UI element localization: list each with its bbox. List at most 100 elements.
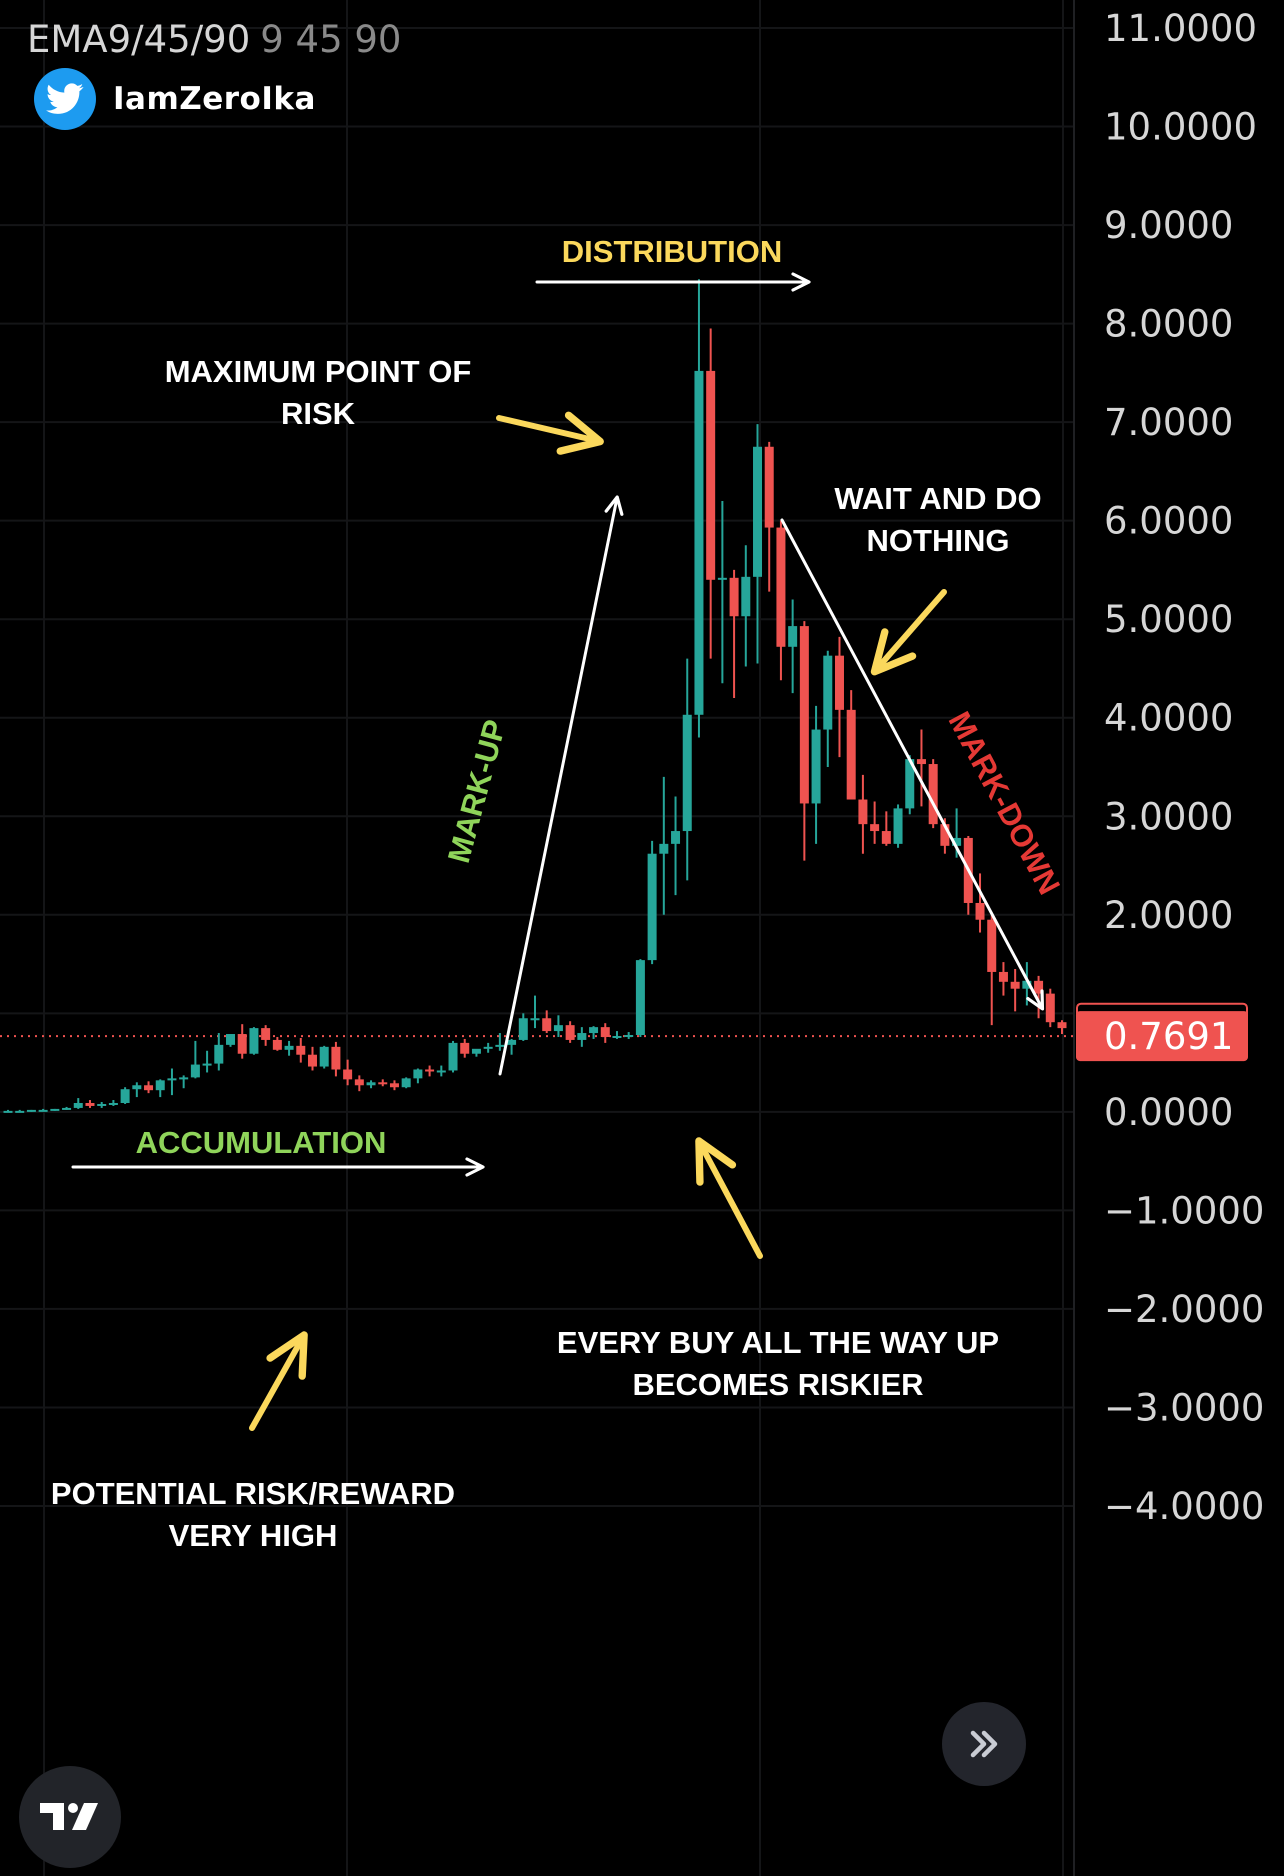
price-badge-bg: [1076, 1011, 1248, 1062]
candle-body: [1045, 993, 1055, 1023]
candle: [706, 328, 716, 659]
candle: [144, 1081, 154, 1094]
wait-arrow: [870, 589, 947, 676]
candle-body: [671, 831, 681, 844]
candle-body: [893, 808, 903, 844]
indicator-legend[interactable]: EMA9/45/90 9 45 90: [27, 18, 401, 61]
candle-body: [448, 1042, 458, 1071]
candle: [343, 1059, 353, 1086]
candle-body: [425, 1069, 435, 1072]
y-tick-label: 6.0000: [1104, 500, 1233, 543]
candle-body: [518, 1018, 528, 1040]
candle: [553, 1015, 563, 1037]
candle-body: [319, 1046, 329, 1067]
candle: [15, 1109, 25, 1113]
y-tick-label: −3.0000: [1104, 1386, 1264, 1429]
y-tick-label: 7.0000: [1104, 401, 1233, 444]
y-tick-label: 3.0000: [1104, 795, 1233, 838]
candle: [612, 1031, 622, 1039]
candle-body: [952, 837, 962, 846]
candle-body: [202, 1063, 212, 1066]
candle: [495, 1033, 505, 1051]
candle-body: [50, 1108, 60, 1111]
scroll-to-realtime-button[interactable]: [942, 1702, 1026, 1786]
candle-body: [905, 759, 915, 809]
candle-body: [553, 1025, 563, 1032]
annotations-layer: ACCUMULATION DISTRIBUTION MAXIMUM POINT OF…: [51, 234, 1067, 1553]
candle: [671, 796, 681, 896]
candle-body: [565, 1025, 575, 1040]
candle: [85, 1100, 95, 1108]
candle: [717, 500, 727, 684]
candle-body: [1057, 1022, 1067, 1029]
candle-body: [378, 1082, 388, 1085]
candle: [401, 1077, 411, 1089]
candle-body: [62, 1107, 72, 1110]
candle: [600, 1023, 610, 1043]
candle: [788, 599, 798, 694]
candle: [331, 1041, 341, 1077]
markdown-arrow: [780, 518, 1045, 1011]
candle-body: [846, 709, 856, 800]
candle: [97, 1102, 107, 1108]
candle: [319, 1045, 329, 1069]
candle: [846, 690, 856, 800]
candle: [776, 520, 786, 681]
candle-body: [788, 626, 798, 647]
candle: [659, 776, 669, 915]
candle: [635, 959, 645, 1037]
candle: [413, 1068, 423, 1084]
candle-body: [296, 1045, 306, 1055]
y-tick-label: −4.0000: [1104, 1485, 1264, 1528]
candle-body: [987, 919, 997, 972]
candle-body: [881, 831, 891, 844]
candle: [799, 621, 809, 861]
candle-body: [483, 1046, 493, 1049]
candle-body: [436, 1070, 446, 1073]
tradingview-logo-icon[interactable]: [19, 1766, 121, 1868]
candle: [261, 1025, 271, 1046]
candle: [155, 1079, 165, 1098]
candle: [249, 1027, 259, 1055]
candle: [975, 873, 985, 933]
y-tick-label: 0.0000: [1104, 1091, 1233, 1134]
candle-body: [38, 1109, 48, 1112]
candle: [460, 1038, 470, 1058]
candle: [38, 1108, 48, 1112]
candle: [1010, 968, 1020, 1012]
candle-body: [15, 1110, 25, 1113]
candle: [214, 1033, 224, 1071]
candle: [1057, 1020, 1067, 1035]
candle: [694, 279, 704, 738]
candle: [916, 729, 926, 807]
max-risk-arrow: [496, 411, 604, 455]
candle-body: [272, 1039, 282, 1050]
candle: [471, 1048, 481, 1057]
candle: [729, 569, 739, 699]
candle: [542, 1010, 552, 1034]
candle-body: [1022, 980, 1032, 989]
candle-body: [108, 1102, 118, 1105]
candle: [120, 1087, 130, 1104]
candle: [284, 1040, 294, 1056]
candle-body: [155, 1080, 165, 1091]
candle-body: [694, 370, 704, 715]
candle: [823, 650, 833, 767]
candle: [753, 424, 763, 664]
candle-body: [132, 1085, 142, 1090]
candle-body: [167, 1078, 177, 1081]
candle: [296, 1037, 306, 1063]
candle-body: [179, 1077, 189, 1080]
y-tick-label: 11.0000: [1104, 7, 1257, 50]
candle-body: [706, 370, 716, 580]
candle-body: [799, 626, 809, 804]
candle: [50, 1108, 60, 1111]
candle-body: [975, 902, 985, 920]
indicator-name: EMA9/45/90: [27, 18, 251, 61]
candle-body: [870, 824, 880, 832]
candle-body: [85, 1102, 95, 1106]
candle-body: [542, 1018, 552, 1032]
y-tick-label: −1.0000: [1104, 1189, 1264, 1232]
